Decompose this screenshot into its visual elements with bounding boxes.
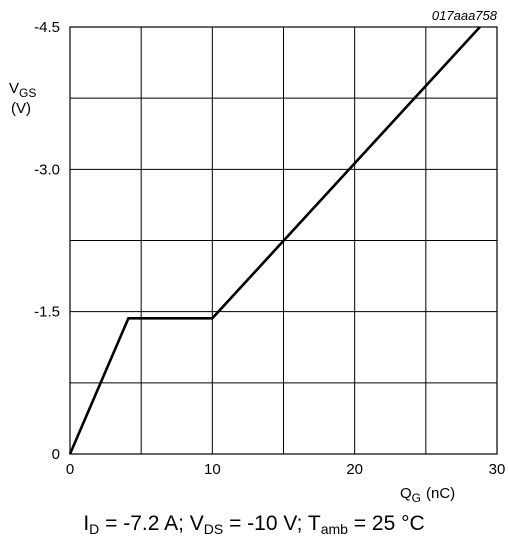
caption-tamb-value: = 25 °C (347, 512, 425, 535)
caption-vds-sub: DS (203, 521, 224, 537)
reference-label: 017aaa758 (432, 8, 498, 23)
caption-id-main: I (83, 512, 90, 535)
gate-charge-chart: 0 10 20 30 0 -1.5 -3.0 -4.5 017aaa758 VGS (V) Q… (9, 8, 505, 505)
test-conditions-caption: ID = -7.2 A; VDS = -10 V; Tamb = 25 °C (0, 512, 508, 537)
caption-tamb-main: T (307, 512, 321, 535)
series (68, 26, 481, 455)
x-tick-label: 30 (489, 461, 506, 478)
y-tick-label: -1.5 (34, 304, 60, 321)
caption-vds-main: V (189, 512, 204, 535)
caption-vds-value: = -10 V; (223, 512, 308, 535)
x-axis-title-main: Q (400, 485, 412, 502)
caption-id-sub: D (89, 521, 100, 537)
x-axis-title: QG (nC) (400, 485, 455, 505)
x-axis-title-sub: G (412, 491, 421, 505)
y-tick-label: -3.0 (34, 161, 60, 178)
x-axis-title-unit: (nC) (426, 485, 455, 502)
gate-charge-curve (68, 26, 481, 455)
x-tick-label: 10 (204, 461, 221, 478)
y-axis-unit: (V) (11, 100, 31, 117)
x-tick-label: 0 (66, 461, 74, 478)
y-tick-label: -4.5 (34, 19, 60, 36)
y-axis-title-main: V (9, 80, 19, 97)
caption-id-value: = -7.2 A; (99, 512, 190, 535)
y-axis-title-sub: GS (19, 86, 36, 100)
y-tick-label: 0 (52, 446, 60, 463)
plot-frame (69, 26, 498, 455)
caption-tamb-sub: amb (320, 521, 348, 537)
y-axis-title: VGS (9, 80, 36, 100)
tick-labels: 0 10 20 30 0 -1.5 -3.0 -4.5 (34, 19, 505, 478)
x-tick-label: 20 (346, 461, 363, 478)
